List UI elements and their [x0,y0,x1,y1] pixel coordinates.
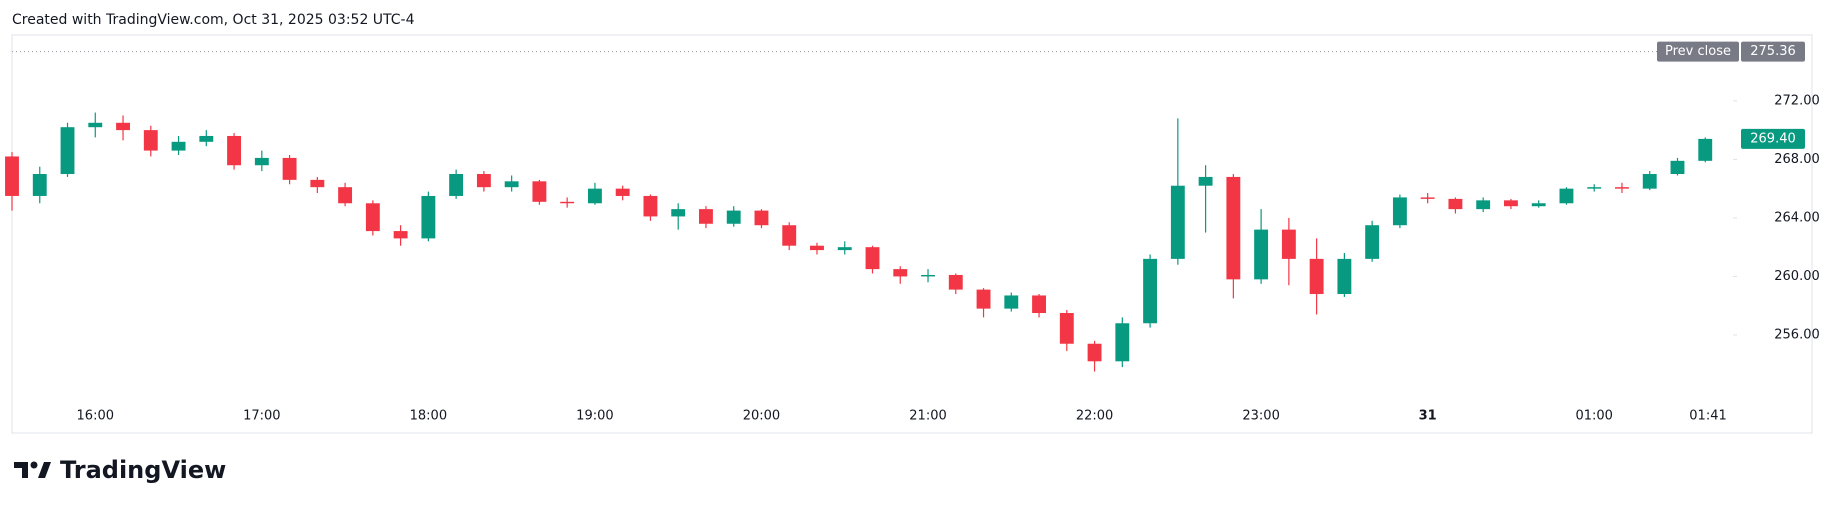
candle-body [810,245,824,251]
candle-body [254,157,269,166]
prev-close-value-tag [1741,41,1805,62]
x-tick-label: 23:00 [1242,409,1279,424]
y-tick-label: 264.00 [1774,210,1820,225]
candle-body [1309,258,1324,294]
candle-body [671,209,686,217]
chart-frame [11,34,1813,434]
candle-body [476,174,491,188]
x-tick-label: 18:00 [410,409,447,424]
candle-body [837,247,852,251]
candle-body [1032,295,1046,314]
candle-body [976,289,991,309]
prev-close-value: 275.36 [1750,44,1796,59]
y-tick-label: 256.00 [1774,327,1820,342]
candle-body [1642,174,1657,189]
candle-body [1615,187,1629,189]
candle-body [921,274,935,277]
candle-body [504,181,519,188]
candle-body [1170,185,1185,259]
x-tick-label: 20:00 [743,409,780,424]
candle-body [32,174,47,196]
candle-body [1281,229,1296,259]
candle-body [1337,258,1352,294]
candle-body [1226,176,1241,280]
logo-icon [14,461,51,478]
candle-body [1087,343,1102,362]
candle-body [1698,138,1713,161]
candle-body [310,179,325,188]
candle-body [1531,203,1546,207]
candle-body [1059,313,1074,344]
candle-body [1254,229,1269,280]
candle-body [1004,295,1019,309]
candle-body [643,195,658,217]
header: Created with TradingView.com, Oct 31, 20… [12,12,415,28]
candle-body [449,174,464,196]
y-tick-label: 268.00 [1774,152,1820,167]
candle-body [1448,198,1463,210]
candle-body [5,156,19,196]
candle-body [143,130,158,151]
candle-body [1670,160,1685,175]
candle-body [532,181,547,202]
candle-body [1365,225,1380,259]
y-tick-label: 272.00 [1774,93,1820,108]
candle-body [1420,197,1435,199]
candle-body [1559,188,1574,204]
candle-body [754,210,769,226]
candle-body [1143,258,1158,324]
prev-close-tag [1657,41,1739,62]
x-tick-label: 31 [1419,409,1437,424]
x-tick-label: 17:00 [243,409,280,424]
y-tick-label: 260.00 [1774,269,1820,284]
candle-body [365,203,380,232]
candle-body [587,188,602,204]
x-tick-label: 16:00 [77,409,114,424]
candle-body [60,127,75,175]
last-price-value: 269.40 [1750,131,1796,146]
candle-body [171,141,186,151]
x-tick-label: 21:00 [909,409,946,424]
candle-body [227,135,242,166]
candle-body [282,157,297,180]
candle-body [615,188,630,196]
candle-body [948,274,963,290]
candle-body [199,135,214,142]
candle-body [1476,200,1491,210]
candle-body [1503,200,1518,207]
candle-body [116,122,130,131]
candle-body [393,231,408,239]
candle-body [699,209,713,224]
candle-body [865,247,880,270]
candle-body [1115,323,1130,362]
x-tick-label: 19:00 [576,409,613,424]
candle-body [782,225,797,246]
candle-body [1392,197,1407,226]
x-tick-label: 22:00 [1076,409,1113,424]
candle-body [88,122,103,128]
candle-body [726,210,741,224]
last-price-tag [1741,128,1805,149]
candle-body [421,195,436,239]
candle-body [1198,176,1213,186]
x-tick-label: 01:00 [1575,409,1612,424]
x-tick-label: 01:41 [1689,409,1726,424]
candle-body [338,187,353,204]
candle-body [560,201,575,204]
logo: TradingView [60,456,226,484]
candle-body [893,269,908,277]
candle-body [1587,187,1602,189]
prev-close-label: Prev close [1665,44,1731,59]
